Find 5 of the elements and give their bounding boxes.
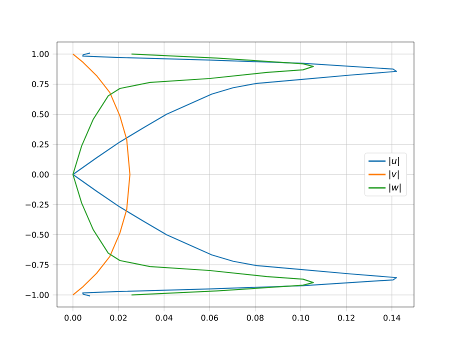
legend-label: |u| bbox=[389, 156, 399, 166]
line-series bbox=[72, 53, 314, 296]
line-series bbox=[72, 53, 130, 296]
legend-label: |v| bbox=[389, 170, 399, 180]
legend-label: |w| bbox=[389, 184, 401, 193]
